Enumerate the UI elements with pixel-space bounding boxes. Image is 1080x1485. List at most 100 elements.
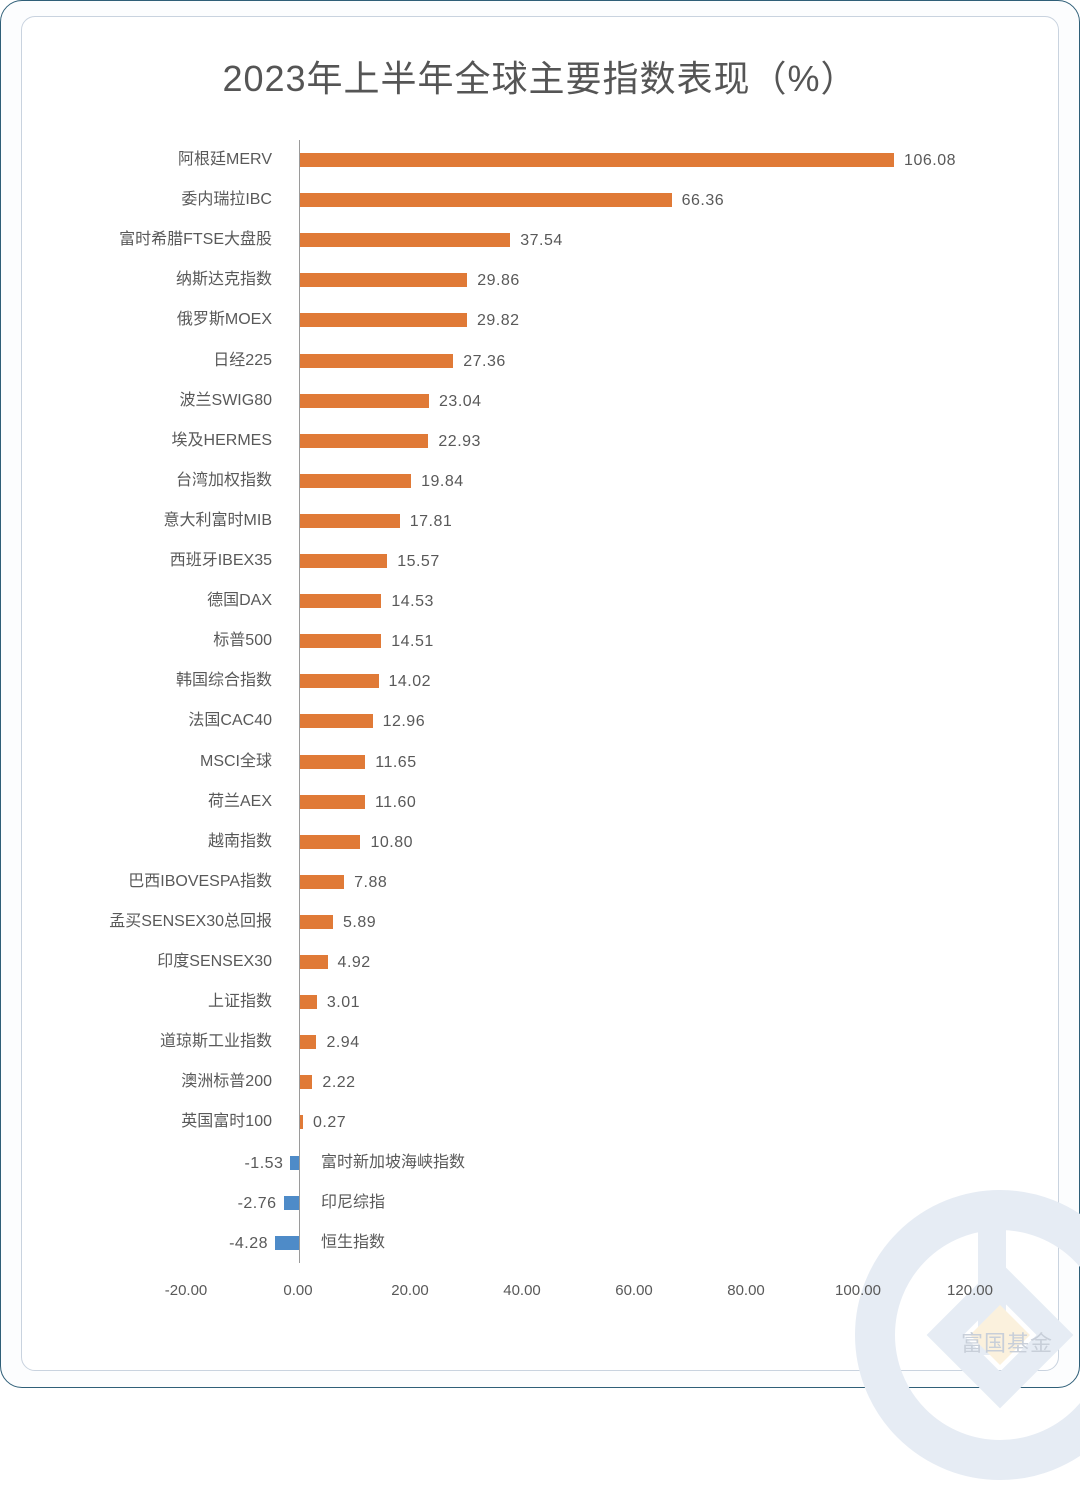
bar-row: 埃及HERMES 22.93: [0, 421, 1080, 461]
bar-row: 韩国综合指数 14.02: [0, 661, 1080, 701]
category-label: 富时希腊FTSE大盘股: [119, 231, 272, 249]
bar-row: 上证指数 3.01: [0, 982, 1080, 1022]
category-label: 恒生指数: [321, 1233, 386, 1251]
positive-bar: [300, 674, 379, 689]
chart-title: 2023年上半年全球主要指数表现（%）: [222, 58, 858, 99]
bar-row: 俄罗斯MOEX 29.82: [0, 300, 1080, 340]
value-label: 5.89: [342, 913, 377, 931]
positive-bar: [300, 1115, 303, 1130]
bar-row: 波兰SWIG80 23.04: [0, 381, 1080, 421]
positive-bar: [300, 153, 895, 167]
bar-row: 阿根廷MERV 106.08: [0, 140, 1080, 180]
bar-row: 道琼斯工业指数 2.94: [0, 1022, 1080, 1062]
value-label: 2.22: [322, 1074, 356, 1092]
negative-bar: [290, 1155, 299, 1170]
bar-row: 越南指数 10.80: [0, 822, 1080, 862]
category-label: 越南指数: [207, 832, 272, 850]
x-tick-label: 40.00: [503, 1282, 541, 1299]
positive-bar: [300, 874, 345, 889]
negative-bar: [283, 1195, 299, 1210]
value-label: 37.54: [520, 232, 563, 250]
positive-bar: [300, 955, 328, 969]
category-label: 波兰SWIG80: [179, 391, 272, 409]
positive-bar: [300, 1035, 317, 1050]
category-label: 巴西IBOVESPA指数: [128, 872, 272, 890]
positive-bar: [300, 313, 467, 328]
category-label: 标普500: [213, 632, 272, 650]
category-label: 孟买SENSEX30总回报: [109, 912, 272, 930]
bar-row: 富时希腊FTSE大盘股 37.54: [0, 220, 1080, 260]
category-label: 日经225: [213, 351, 272, 369]
x-tick-label: 120.00: [947, 1282, 993, 1299]
positive-bar: [300, 554, 388, 568]
bar-row: 意大利富时MIB 17.81: [0, 501, 1080, 541]
x-tick-label: 20.00: [391, 1282, 429, 1299]
bar-row: 法国CAC40 12.96: [0, 701, 1080, 741]
value-label: 23.04: [439, 392, 482, 410]
category-label: 印尼综指: [321, 1193, 386, 1211]
value-label: 22.93: [438, 432, 481, 450]
x-tick-label: 100.00: [835, 1282, 881, 1299]
positive-bar: [300, 914, 333, 929]
category-label: 纳斯达克指数: [175, 271, 272, 289]
category-label: 英国富时100: [181, 1113, 272, 1131]
positive-bar: [300, 634, 382, 649]
positive-bar: [300, 433, 429, 448]
positive-bar: [300, 273, 468, 288]
bar-row: 台湾加权指数 19.84: [0, 461, 1080, 501]
value-label: 29.86: [477, 272, 520, 290]
value-label: 14.53: [391, 593, 434, 611]
category-label: 韩国综合指数: [175, 672, 272, 690]
value-label: 7.88: [354, 873, 388, 891]
positive-bar: [300, 393, 430, 408]
category-label: 澳洲标普200: [181, 1073, 272, 1091]
category-label: 意大利富时MIB: [163, 511, 272, 529]
category-label: 法国CAC40: [188, 712, 272, 730]
bar-row: 荷兰AEX 11.60: [0, 782, 1080, 822]
positive-bar: [300, 794, 365, 809]
watermark-text: 富国基金: [961, 1331, 1054, 1356]
bar-row: 英国富时100 0.27: [0, 1102, 1080, 1142]
value-label: 66.36: [681, 192, 725, 210]
category-label: 富时新加坡海峡指数: [321, 1153, 466, 1171]
bar-row: 印尼综指 -2.76: [0, 1183, 1080, 1223]
category-label: 德国DAX: [207, 592, 272, 610]
value-label: 19.84: [421, 472, 464, 490]
value-label: 14.02: [388, 673, 432, 691]
positive-bar: [300, 1075, 313, 1090]
category-label: 道琼斯工业指数: [159, 1033, 272, 1051]
value-label: 29.82: [476, 312, 520, 330]
value-label: -4.28: [229, 1234, 269, 1252]
x-tick-label: 60.00: [615, 1282, 653, 1299]
value-label: 10.80: [370, 833, 414, 851]
positive-bar: [300, 353, 454, 368]
bar-row: 日经225 27.36: [0, 341, 1080, 381]
category-label: 荷兰AEX: [207, 792, 272, 810]
bar-row: MSCI全球 11.65: [0, 742, 1080, 782]
value-label: 4.92: [337, 954, 371, 971]
x-tick-label: 80.00: [727, 1282, 765, 1299]
bar-row: 西班牙IBEX35 15.57: [0, 541, 1080, 581]
positive-bar: [300, 594, 382, 609]
value-label: 27.36: [463, 352, 506, 370]
zero-axis-line: [299, 140, 300, 1263]
category-label: 俄罗斯MOEX: [176, 311, 272, 329]
value-label: -2.76: [237, 1194, 277, 1212]
category-label: 台湾加权指数: [175, 471, 272, 489]
category-label: 西班牙IBEX35: [169, 552, 272, 569]
value-label: 11.65: [375, 753, 417, 771]
bar-row: 恒生指数 -4.28: [0, 1223, 1080, 1263]
bar-row: 巴西IBOVESPA指数 7.88: [0, 862, 1080, 902]
bar-row: 德国DAX 14.53: [0, 581, 1080, 621]
positive-bar: [300, 233, 511, 248]
category-label: 埃及HERMES: [171, 431, 272, 449]
value-label: 17.81: [409, 512, 453, 530]
value-label: 14.51: [391, 633, 434, 651]
value-label: 11.60: [374, 793, 417, 811]
value-label: -1.53: [244, 1154, 284, 1172]
category-label: MSCI全球: [199, 752, 272, 770]
category-label: 委内瑞拉IBC: [181, 191, 272, 209]
value-label: 3.01: [326, 994, 360, 1012]
bar-row: 富时新加坡海峡指数 -1.53: [0, 1143, 1080, 1183]
bar-row: 纳斯达克指数 29.86: [0, 260, 1080, 300]
